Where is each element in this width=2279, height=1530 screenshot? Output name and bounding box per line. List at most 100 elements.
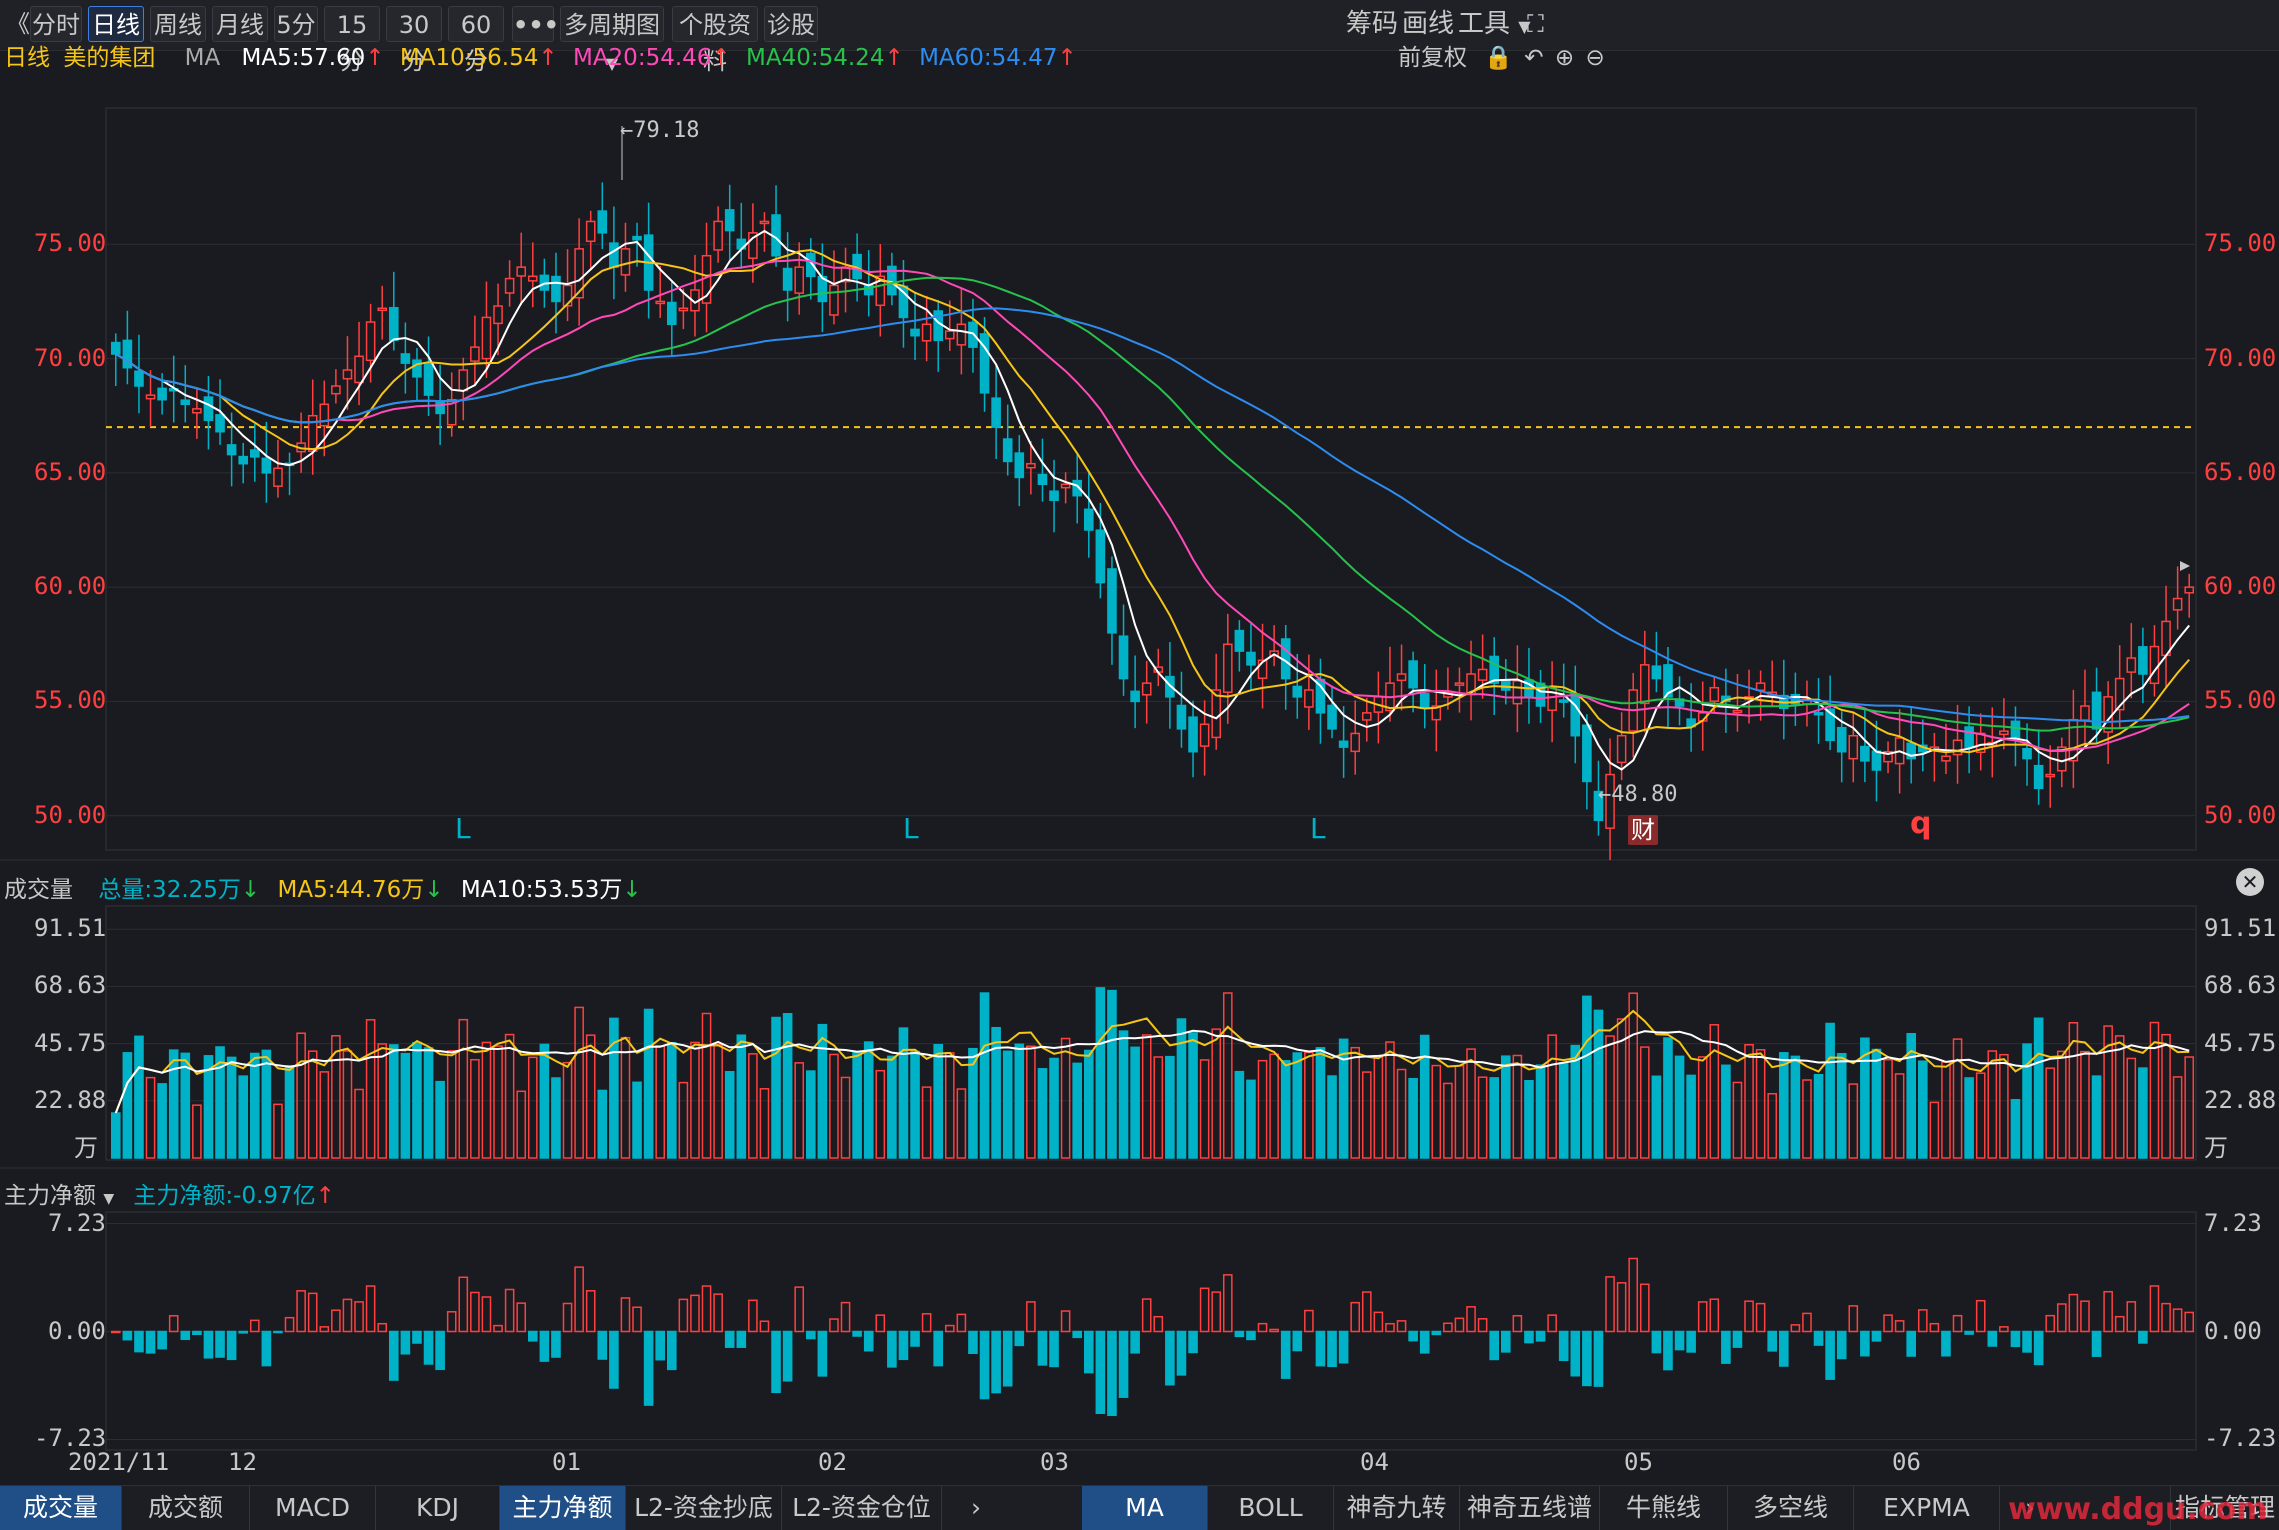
- volume-title[interactable]: 成交量: [4, 877, 73, 903]
- netflow-bar: [1964, 1330, 1974, 1335]
- candle-body: [1836, 726, 1847, 753]
- marker-l[interactable]: L: [455, 812, 471, 845]
- netflow-bar: [574, 1266, 584, 1333]
- zoom-in-icon[interactable]: ⊕: [1554, 45, 1575, 71]
- volume-bar: [1929, 1101, 1940, 1159]
- volume-frame: [105, 905, 2197, 1161]
- chevron-down-icon[interactable]: ▼: [103, 1191, 115, 1207]
- candle-body: [1165, 675, 1175, 698]
- netflow-bar: [1917, 1309, 1928, 1333]
- low-price-label: ←48.80: [1598, 782, 1678, 807]
- tab-30min[interactable]: 30分: [386, 6, 442, 75]
- volume-bar: [284, 1065, 295, 1159]
- netflow-bar: [2114, 1315, 2125, 1333]
- volume-legend: 成交量 总量:32.25万↓ MA5:44.76万↓ MA10:53.53万↓: [4, 870, 642, 904]
- diagnose-button[interactable]: 诊股: [764, 6, 818, 42]
- collapse-icon[interactable]: 《: [6, 10, 30, 38]
- tab-daily[interactable]: 日线: [88, 6, 144, 42]
- netflow-bar: [238, 1330, 249, 1334]
- tab-bull-bear[interactable]: 牛熊线: [1600, 1486, 1728, 1530]
- arrow-down-icon: ↓: [622, 877, 642, 903]
- netflow-bar: [852, 1330, 862, 1337]
- undo-icon[interactable]: ↶: [1524, 45, 1544, 71]
- volume-bar: [238, 1075, 249, 1159]
- tab-magic-nine[interactable]: 神奇九转: [1334, 1486, 1460, 1530]
- tab-monthly[interactable]: 月线: [212, 6, 268, 42]
- chips-button[interactable]: 筹码: [1346, 9, 1399, 39]
- volume-bar: [2010, 1099, 2021, 1159]
- volume-bar: [2080, 1050, 2090, 1159]
- close-icon[interactable]: ✕: [2236, 868, 2264, 896]
- volume-bar: [504, 1033, 515, 1159]
- volume-bar: [1755, 1049, 1766, 1159]
- marker-l[interactable]: L: [903, 812, 919, 845]
- netflow-bar: [168, 1315, 179, 1333]
- volume-tick-label: 万: [2204, 1134, 2228, 1162]
- scroll-right-icon[interactable]: ›: [2025, 1493, 2035, 1522]
- tab-15min[interactable]: 15分: [324, 6, 380, 75]
- netflow-bar: [1524, 1330, 1534, 1344]
- marker-q[interactable]: q: [1910, 806, 1932, 841]
- netflow-title[interactable]: 主力净额: [4, 1183, 96, 1209]
- tab-ma[interactable]: MA: [1082, 1486, 1208, 1530]
- candle-body: [1663, 664, 1673, 698]
- marker-l[interactable]: L: [1310, 812, 1326, 845]
- netflow-bar: [1558, 1330, 1569, 1362]
- volume-bar: [1130, 1046, 1140, 1159]
- candle-body: [2114, 677, 2125, 711]
- kline-chart[interactable]: [0, 0, 2279, 1480]
- tab-5min[interactable]: 5分: [274, 6, 318, 42]
- netflow-bar: [887, 1330, 897, 1368]
- lock-icon[interactable]: 🔒: [1484, 45, 1513, 71]
- volume-bar: [1674, 1055, 1685, 1159]
- tab-boll[interactable]: BOLL: [1208, 1486, 1334, 1530]
- tab-amount[interactable]: 成交额: [122, 1486, 250, 1530]
- tab-kdj[interactable]: KDJ: [376, 1486, 500, 1530]
- tab-weekly[interactable]: 周线: [150, 6, 206, 42]
- netflow-bar: [1975, 1299, 1986, 1333]
- volume-bar: [215, 1046, 225, 1159]
- fullscreen-icon[interactable]: ⛶: [1527, 10, 1544, 38]
- tab-l2-bottom[interactable]: L2-资金抄底: [626, 1486, 782, 1530]
- candle-body: [1026, 462, 1036, 469]
- candle-body: [620, 248, 631, 276]
- candle-body: [1176, 704, 1187, 730]
- arrow-up-icon: ↑: [711, 45, 731, 71]
- tab-magic-five[interactable]: 神奇五线谱: [1460, 1486, 1600, 1530]
- zoom-out-icon[interactable]: ⊖: [1585, 45, 1605, 71]
- netflow-bar: [1234, 1330, 1245, 1338]
- tab-60min[interactable]: 60分: [448, 6, 504, 75]
- ma5-value: MA5:57.60: [241, 45, 366, 71]
- volume-bar: [2056, 1050, 2067, 1159]
- tab-l2-position[interactable]: L2-资金仓位: [782, 1486, 942, 1530]
- volume-bar: [2045, 1067, 2056, 1159]
- scroll-right-icon[interactable]: ›: [971, 1493, 981, 1522]
- volume-bar: [585, 1034, 596, 1159]
- multi-period-dropdown[interactable]: 多周期图 ▼: [560, 6, 664, 73]
- candle-body: [1037, 473, 1048, 486]
- netflow-bar: [678, 1298, 689, 1333]
- tab-long-short[interactable]: 多空线: [1728, 1486, 1854, 1530]
- tab-volume[interactable]: 成交量: [0, 1486, 122, 1530]
- draw-line-button[interactable]: 画线: [1402, 9, 1455, 39]
- candle-body: [2103, 696, 2113, 733]
- netflow-bar: [1292, 1330, 1303, 1352]
- candle-body: [887, 265, 897, 296]
- more-periods-button[interactable]: •••: [512, 6, 559, 42]
- adjust-mode[interactable]: 前复权: [1398, 45, 1467, 71]
- tab-main-netflow[interactable]: 主力净额: [500, 1486, 626, 1530]
- earnings-marker[interactable]: 财: [1628, 815, 1658, 845]
- volume-bar: [435, 1080, 445, 1159]
- candle-body: [1431, 705, 1442, 721]
- tab-fenshi[interactable]: 分时: [30, 6, 82, 42]
- volume-bar: [1153, 1056, 1164, 1159]
- tab-expma[interactable]: EXPMA: [1854, 1486, 2000, 1530]
- tab-macd[interactable]: MACD: [250, 1486, 376, 1530]
- stock-info-button[interactable]: 个股资料: [672, 6, 758, 75]
- tools-button[interactable]: 工具 ▼: [1458, 6, 1531, 42]
- volume-bar: [539, 1043, 550, 1159]
- candle-body: [1639, 664, 1650, 705]
- indicator-manage-button[interactable]: 指标管理: [2170, 1486, 2279, 1530]
- indicator-label[interactable]: MA: [184, 45, 221, 71]
- volume-bar: [620, 1036, 631, 1159]
